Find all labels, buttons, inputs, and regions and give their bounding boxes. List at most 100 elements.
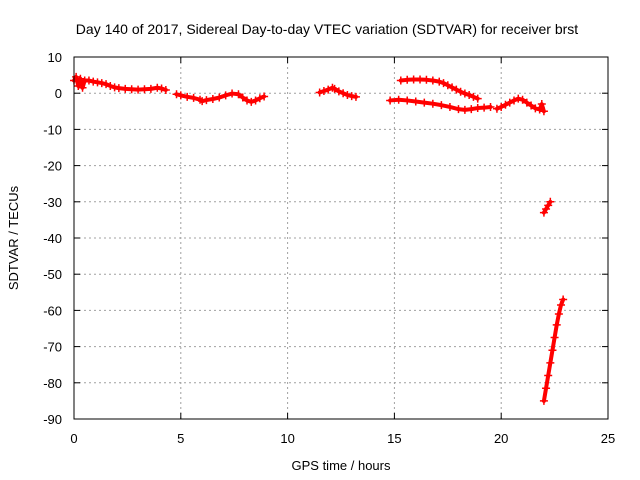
data-point	[554, 310, 563, 319]
data-point	[78, 83, 87, 92]
data-point	[469, 92, 478, 101]
y-tick-label: -20	[43, 159, 62, 174]
data-point	[339, 89, 348, 98]
y-axis-label: SDTVAR / TECUs	[6, 185, 21, 290]
y-tick-label: -80	[43, 376, 62, 391]
data-point	[72, 72, 81, 81]
data-point	[546, 197, 555, 206]
data-point	[456, 87, 465, 96]
data-point	[522, 98, 531, 107]
data-point	[198, 97, 207, 106]
x-axis-label: GPS time / hours	[292, 458, 391, 473]
data-point	[176, 91, 185, 100]
y-tick-label: -60	[43, 303, 62, 318]
y-tick-label: -40	[43, 231, 62, 246]
chart-title: Day 140 of 2017, Sidereal Day-to-day VTE…	[76, 21, 578, 37]
data-point	[146, 84, 155, 93]
data-point	[183, 92, 192, 101]
x-tick-label: 15	[387, 431, 401, 446]
series-trace	[541, 199, 553, 215]
data-point	[202, 96, 211, 105]
data-point	[539, 107, 548, 116]
data-point	[351, 92, 360, 101]
data-point	[486, 102, 495, 111]
data-point	[386, 96, 395, 105]
y-tick-label: 0	[55, 86, 62, 101]
data-point	[315, 88, 324, 97]
series-trace	[541, 297, 566, 403]
data-point	[189, 93, 198, 102]
axis-ticks	[73, 56, 609, 420]
data-point	[319, 87, 328, 96]
data-point	[157, 84, 166, 93]
data-point	[539, 396, 548, 405]
data-point	[234, 90, 243, 99]
data-point	[448, 83, 457, 92]
data-point	[465, 91, 474, 100]
data-point	[535, 105, 544, 114]
x-tick-label: 5	[177, 431, 184, 446]
series-arc-7	[539, 197, 555, 217]
data-point	[394, 95, 403, 104]
data-point	[510, 96, 519, 105]
data-point	[84, 76, 93, 85]
data-point	[460, 89, 469, 98]
y-tick-label: -70	[43, 340, 62, 355]
data-point	[497, 102, 506, 111]
series-arc-4	[386, 95, 495, 114]
data-point	[428, 76, 437, 85]
data-point	[334, 87, 343, 96]
data-point	[251, 96, 260, 105]
data-point	[435, 77, 444, 86]
data-points	[70, 72, 568, 405]
data-point	[443, 81, 452, 90]
series-arc-8	[539, 295, 568, 405]
data-point	[542, 384, 551, 393]
data-point	[550, 333, 559, 342]
x-tick-label: 10	[280, 431, 294, 446]
data-point	[106, 81, 115, 90]
x-tick-label: 0	[70, 431, 77, 446]
data-point	[208, 94, 217, 103]
data-point	[559, 295, 568, 304]
y-tick-label: -30	[43, 195, 62, 210]
data-point	[215, 93, 224, 102]
y-tick-label: -50	[43, 267, 62, 282]
series-arc-5	[396, 75, 482, 103]
data-point	[501, 100, 510, 109]
data-point	[548, 346, 557, 355]
data-point	[247, 97, 256, 106]
data-point	[420, 98, 429, 107]
data-point	[492, 104, 501, 113]
data-point	[439, 79, 448, 88]
data-point	[531, 104, 540, 113]
data-point	[467, 105, 476, 114]
series-arc-3	[315, 83, 360, 101]
data-point	[552, 320, 561, 329]
data-point	[527, 101, 536, 110]
y-tick-label: 10	[48, 50, 62, 65]
data-point	[255, 94, 264, 103]
data-point	[505, 98, 514, 107]
data-point	[437, 101, 446, 110]
x-tick-label: 20	[494, 431, 508, 446]
data-point	[97, 79, 106, 88]
data-point	[428, 99, 437, 108]
data-point	[343, 91, 352, 100]
data-point	[172, 90, 181, 99]
data-point	[403, 96, 412, 105]
data-point	[514, 94, 523, 103]
data-point	[445, 102, 454, 111]
data-point	[452, 85, 461, 94]
data-point	[260, 92, 269, 101]
data-point	[411, 97, 420, 106]
data-point	[518, 95, 527, 104]
x-tick-label: 25	[601, 431, 615, 446]
data-point	[473, 94, 482, 103]
data-point	[74, 81, 83, 90]
data-point	[330, 84, 339, 93]
y-tick-labels: 10 0 -10 -20 -30 -40 -50 -60 -70 -80 -90	[43, 50, 62, 427]
data-point	[557, 300, 566, 309]
data-point	[221, 91, 230, 100]
